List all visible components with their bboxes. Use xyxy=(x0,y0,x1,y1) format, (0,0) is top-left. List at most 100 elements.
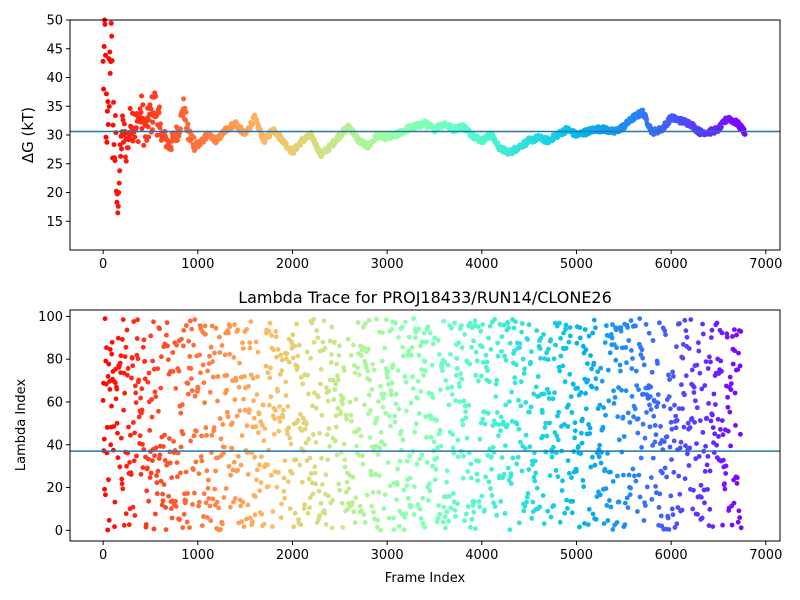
lambda-point xyxy=(549,454,555,460)
lambda-point xyxy=(270,509,276,514)
lambda-point xyxy=(267,375,273,381)
lambda-point xyxy=(626,472,632,478)
lambda-point xyxy=(285,431,290,437)
lambda-point xyxy=(250,375,256,381)
lambda-point xyxy=(109,339,115,345)
lambda-point xyxy=(595,369,601,375)
lambda-point xyxy=(380,330,385,335)
lambda-point xyxy=(605,367,611,373)
lambda-point xyxy=(401,487,407,493)
lambda-point xyxy=(334,424,339,430)
lambda-point xyxy=(540,433,546,439)
lambda-point xyxy=(178,410,184,416)
lambda-point xyxy=(564,497,569,503)
lambda-x-ticks: 0 1000 2000 3000 4000 5000 6000 7000 xyxy=(99,541,782,563)
lambda-point xyxy=(618,368,623,374)
lambda-point xyxy=(495,353,501,359)
lambda-point xyxy=(435,337,441,343)
dg-point xyxy=(168,147,174,153)
x-tick-label: 7000 xyxy=(749,257,782,272)
lambda-point xyxy=(450,445,456,451)
lambda-point xyxy=(338,409,343,415)
lambda-point xyxy=(667,444,673,450)
lambda-point xyxy=(252,454,257,460)
lambda-point xyxy=(129,355,135,361)
lambda-point xyxy=(544,350,549,356)
lambda-point xyxy=(104,345,109,351)
lambda-point xyxy=(351,342,356,348)
dg-point xyxy=(103,134,109,140)
lambda-point xyxy=(161,482,167,487)
lambda-point xyxy=(378,527,384,533)
lambda-point xyxy=(214,499,220,505)
lambda-point xyxy=(396,406,402,412)
lambda-point xyxy=(577,335,583,341)
lambda-point xyxy=(307,495,313,500)
dg-point xyxy=(140,102,146,108)
lambda-point xyxy=(586,422,591,427)
lambda-point xyxy=(394,497,399,503)
lambda-point xyxy=(374,415,380,421)
lambda-point xyxy=(629,366,635,371)
lambda-point xyxy=(457,399,463,405)
lambda-point xyxy=(522,503,528,509)
lambda-point xyxy=(529,349,534,355)
dg-point xyxy=(115,210,121,216)
lambda-point xyxy=(130,363,136,369)
lambda-point xyxy=(237,360,242,366)
x-tick-label: 1000 xyxy=(181,257,214,272)
lambda-point xyxy=(563,345,569,351)
lambda-point xyxy=(239,433,245,438)
lambda-point xyxy=(167,436,172,441)
lambda-point xyxy=(315,335,321,341)
lambda-point xyxy=(722,481,727,486)
lambda-point xyxy=(310,432,316,437)
lambda-point xyxy=(532,478,538,484)
lambda-point xyxy=(306,436,312,442)
lambda-point xyxy=(505,465,511,471)
lambda-point xyxy=(270,524,275,529)
lambda-point xyxy=(196,471,202,476)
lambda-point xyxy=(508,471,514,476)
lambda-point xyxy=(686,346,692,351)
lambda-point xyxy=(217,350,223,355)
lambda-point xyxy=(596,454,602,460)
lambda-point xyxy=(486,335,491,341)
lambda-point xyxy=(348,352,354,358)
lambda-point xyxy=(666,527,672,532)
lambda-point xyxy=(122,390,128,396)
dg-point xyxy=(283,140,289,146)
lambda-point xyxy=(268,365,273,371)
lambda-point xyxy=(364,492,370,498)
lambda-point xyxy=(398,428,404,434)
lambda-point xyxy=(281,488,287,494)
lambda-point xyxy=(300,415,306,421)
y-tick-label: 40 xyxy=(46,438,63,453)
lambda-point xyxy=(281,475,287,481)
lambda-point xyxy=(516,397,521,403)
dg-point xyxy=(107,70,113,76)
lambda-point xyxy=(649,497,655,502)
lambda-point xyxy=(507,399,512,404)
lambda-point xyxy=(442,359,448,365)
lambda-point xyxy=(598,365,604,371)
lambda-point xyxy=(113,396,119,402)
lambda-point xyxy=(597,442,602,448)
lambda-point xyxy=(602,466,608,472)
lambda-point xyxy=(625,410,631,416)
lambda-point xyxy=(259,422,265,428)
lambda-point xyxy=(382,345,388,351)
lambda-point xyxy=(588,464,594,470)
lambda-point xyxy=(271,347,276,353)
lambda-point xyxy=(121,522,127,528)
lambda-point xyxy=(351,509,357,515)
lambda-point xyxy=(634,383,640,388)
lambda-point xyxy=(247,345,253,351)
x-tick-label: 4000 xyxy=(465,548,498,563)
lambda-point xyxy=(548,514,554,520)
lambda-point xyxy=(527,444,533,450)
lambda-point xyxy=(425,324,431,330)
lambda-point xyxy=(656,505,662,510)
lambda-point xyxy=(623,345,629,350)
lambda-point xyxy=(132,383,138,389)
